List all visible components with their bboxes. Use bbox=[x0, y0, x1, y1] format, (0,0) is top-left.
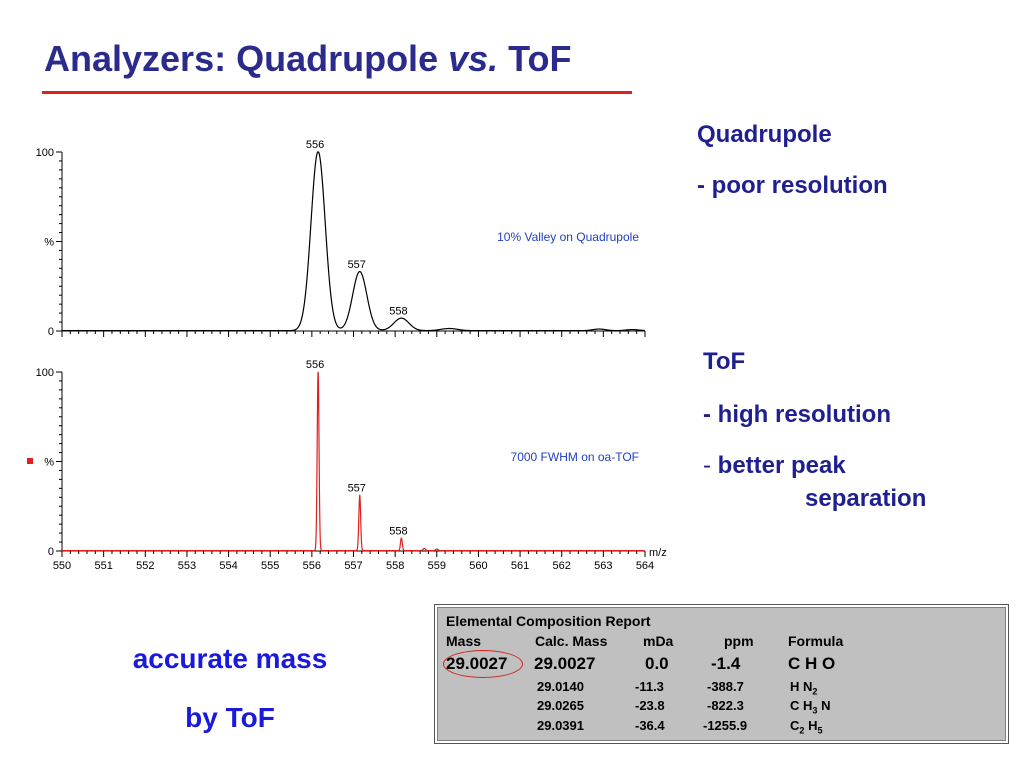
tof-desc-separation-b: separation bbox=[805, 485, 927, 512]
row2-formula-sub: 2 bbox=[812, 686, 818, 697]
row4-formula-sub1: 2 bbox=[799, 725, 805, 736]
spectrum-trace-1 bbox=[62, 371, 645, 552]
report-row1-ppm: -1.4 bbox=[711, 654, 741, 673]
x-tick-label-558: 558 bbox=[386, 560, 404, 572]
mass-highlight-circle bbox=[443, 650, 523, 678]
page-title: Analyzers: Quadrupole vs. ToF bbox=[44, 38, 571, 80]
row2-formula-a: H N bbox=[790, 679, 813, 694]
y-tick-label-100-1: 100 bbox=[36, 367, 54, 379]
report-header-formula: Formula bbox=[788, 633, 844, 649]
x-tick-label-563: 563 bbox=[594, 560, 612, 572]
report-row1-calc: 29.0027 bbox=[534, 654, 596, 673]
report-title: Elemental Composition Report bbox=[446, 613, 651, 629]
red-square-marker bbox=[27, 458, 33, 464]
y-tick-label-0-1: 0 bbox=[48, 546, 54, 558]
x-tick-label-554: 554 bbox=[219, 560, 237, 572]
chart-annotation-0: 10% Valley on Quadrupole bbox=[497, 230, 639, 244]
y-tick-label-0-0: 0 bbox=[48, 326, 54, 338]
quadrupole-label: Quadrupole bbox=[697, 121, 832, 148]
x-tick-label-551: 551 bbox=[94, 560, 112, 572]
y-axis-label-0: % bbox=[44, 237, 54, 249]
report-row2-calc: 29.0140 bbox=[537, 679, 584, 694]
report-row2-ppm: -388.7 bbox=[707, 679, 744, 694]
x-tick-label-564: 564 bbox=[636, 560, 654, 572]
x-tick-label-550: 550 bbox=[53, 560, 71, 572]
report-row2-mda: -11.3 bbox=[635, 679, 664, 694]
report-row3-ppm: -822.3 bbox=[707, 698, 744, 713]
report-header-mda: mDa bbox=[643, 633, 674, 649]
row4-formula-sub2: 5 bbox=[817, 725, 823, 736]
x-tick-label-556: 556 bbox=[303, 560, 321, 572]
accurate-mass-text: accurate mass bbox=[132, 643, 328, 674]
tof-label: ToF bbox=[703, 348, 746, 375]
tof-desc-dash: - bbox=[703, 452, 711, 479]
quadrupole-desc: - poor resolution bbox=[697, 172, 888, 199]
tof-desc-resolution: - high resolution bbox=[703, 401, 891, 428]
title-part1: Analyzers: Quadrupole bbox=[44, 38, 449, 79]
report-row1-formula: C H O bbox=[788, 654, 836, 673]
row4-formula-b: H bbox=[804, 718, 818, 733]
row4-formula-a: C bbox=[790, 718, 800, 733]
spectra-charts: 100 0% 556 557 558 10% Valley on Quadrupole 10… bbox=[27, 139, 667, 572]
x-tick-label-552: 552 bbox=[136, 560, 154, 572]
peak-label-558-1: 558 bbox=[389, 525, 407, 537]
x-tick-label-560: 560 bbox=[469, 560, 487, 572]
report-row4-ppm: -1255.9 bbox=[703, 718, 748, 733]
tof-desc-separation: - better peak bbox=[703, 452, 846, 480]
x-tick-label-561: 561 bbox=[511, 560, 529, 572]
x-axis-label: m/z bbox=[649, 547, 667, 559]
by-tof-text: by ToF bbox=[185, 702, 275, 733]
row3-formula-sub: 3 bbox=[812, 705, 818, 716]
x-tick-label-562: 562 bbox=[553, 560, 571, 572]
x-tick-label-553: 553 bbox=[178, 560, 196, 572]
peak-label-557-1: 557 bbox=[348, 483, 366, 495]
peak-label-556-1: 556 bbox=[306, 359, 324, 371]
peak-label-556-0: 556 bbox=[306, 139, 324, 151]
report-row1-mda: 0.0 bbox=[645, 654, 669, 673]
x-tick-label-557: 557 bbox=[344, 560, 362, 572]
peak-label-557-0: 557 bbox=[348, 259, 366, 271]
y-tick-label-100-0: 100 bbox=[36, 147, 54, 159]
title-part3: ToF bbox=[498, 38, 572, 79]
row3-formula-b: N bbox=[817, 698, 831, 713]
report-row3-calc: 29.0265 bbox=[537, 698, 584, 713]
chart-annotation-1: 7000 FWHM on oa-TOF bbox=[511, 450, 639, 464]
x-tick-label-559: 559 bbox=[428, 560, 446, 572]
elemental-composition-report bbox=[434, 604, 1009, 744]
report-row3-formula: C H3 N bbox=[790, 698, 830, 716]
x-tick-label-555: 555 bbox=[261, 560, 279, 572]
y-axis-label-1: % bbox=[44, 457, 54, 469]
report-header-ppm: ppm bbox=[724, 633, 754, 649]
tof-desc-separation-a: better peak bbox=[717, 452, 846, 479]
row3-formula-a: C H bbox=[790, 698, 813, 713]
report-row3-mda: -23.8 bbox=[635, 698, 665, 713]
report-header-mass: Mass bbox=[446, 633, 482, 649]
spectrum-trace-0 bbox=[62, 151, 645, 332]
report-header-calc: Calc. Mass bbox=[535, 633, 608, 649]
title-vs: vs. bbox=[448, 38, 499, 79]
report-row4-formula: C2 H5 bbox=[790, 718, 823, 736]
report-row2-formula: H N2 bbox=[790, 679, 817, 697]
title-underline bbox=[42, 91, 632, 94]
peak-label-558-0: 558 bbox=[389, 305, 407, 317]
report-row4-mda: -36.4 bbox=[635, 718, 665, 733]
report-row4-calc: 29.0391 bbox=[537, 718, 584, 733]
